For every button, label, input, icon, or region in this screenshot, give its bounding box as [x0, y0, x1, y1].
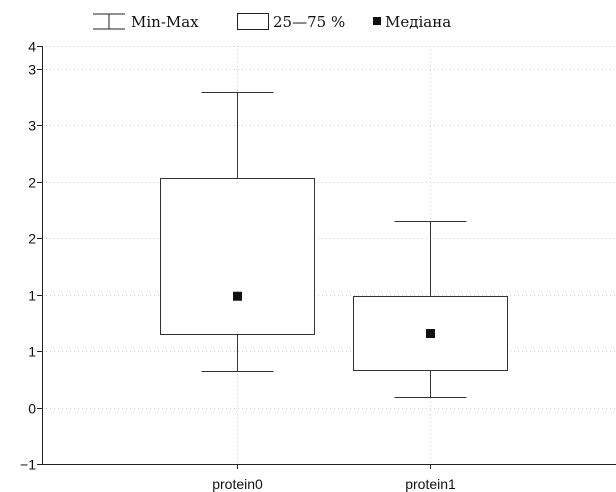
y-tick-label-7: 3: [28, 62, 36, 78]
box-series: [160, 92, 508, 398]
y-tick-label-3: 1: [28, 288, 36, 304]
y-tick-label-4: 2: [28, 231, 36, 247]
y-tick-label-2: 1: [28, 344, 36, 360]
legend-label-median: Медіана: [385, 13, 451, 31]
protein1-median-marker: [426, 329, 435, 339]
y-tick-label-0: −1: [20, 457, 36, 473]
grid-lines: [42, 46, 616, 464]
y-tick-label-6: 3: [28, 118, 36, 134]
legend-median-symbol: [373, 17, 381, 25]
x-tick-label-protein1: protein1: [405, 476, 456, 492]
y-tick-label-1: 0: [28, 401, 36, 417]
legend-label-quartiles: 25—75 %: [273, 13, 345, 31]
legend: Min-Max 25—75 % Медіана: [93, 13, 451, 31]
legend-box-symbol: [237, 13, 269, 30]
axes: −1 0 1 1 2 2 3 3 4 protein0 protein1: [20, 39, 616, 492]
y-tick-label-8: 4: [28, 39, 36, 55]
protein0-box: [160, 178, 315, 335]
protein0-median-marker: [233, 291, 242, 301]
y-tick-label-5: 2: [28, 175, 36, 191]
x-tick-label-protein0: protein0: [212, 476, 263, 492]
legend-label-min-max: Min-Max: [131, 13, 199, 31]
